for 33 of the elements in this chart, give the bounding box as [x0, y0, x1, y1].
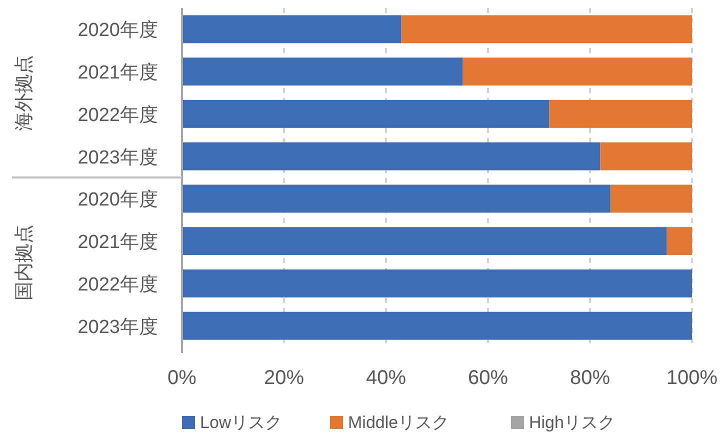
bar: [182, 227, 666, 256]
y-tick-label: 2020年度: [78, 19, 158, 42]
y-tick-label: 2021年度: [78, 62, 158, 84]
legend-label: Highリスク: [529, 413, 615, 432]
bar: [600, 142, 692, 170]
y-tick-label: 2022年度: [78, 104, 158, 126]
bar: [182, 100, 550, 128]
bar: [549, 100, 692, 128]
bar: [610, 184, 692, 213]
y-tick-label: 2022年度: [78, 273, 158, 296]
bar: [182, 269, 692, 298]
x-tick-label: 100%: [666, 367, 718, 389]
text: 海外拠点: [14, 54, 35, 131]
bar: [182, 58, 462, 86]
bar: [666, 227, 692, 256]
bar: [182, 184, 610, 213]
x-tick-label: 0%: [168, 367, 197, 389]
y-tick-label: 2023年度: [78, 146, 158, 168]
x-tick-label: 60%: [468, 367, 508, 389]
bar: [462, 58, 692, 86]
y-tick-label: 2021年度: [78, 231, 158, 254]
legend-label: Middleリスク: [348, 413, 450, 432]
x-tick-label: 80%: [570, 367, 610, 389]
y-tick-label: 2023年度: [78, 316, 158, 338]
text: 国内拠点: [14, 224, 35, 300]
x-tick-label: 40%: [366, 367, 406, 389]
bar: [182, 312, 692, 340]
x-tick-label: 20%: [264, 367, 304, 389]
bar: [401, 15, 692, 44]
bar: [182, 142, 600, 170]
legend-label: Lowリスク: [200, 413, 282, 432]
bar: [182, 15, 402, 44]
y-tick-label: 2020年度: [78, 188, 158, 211]
